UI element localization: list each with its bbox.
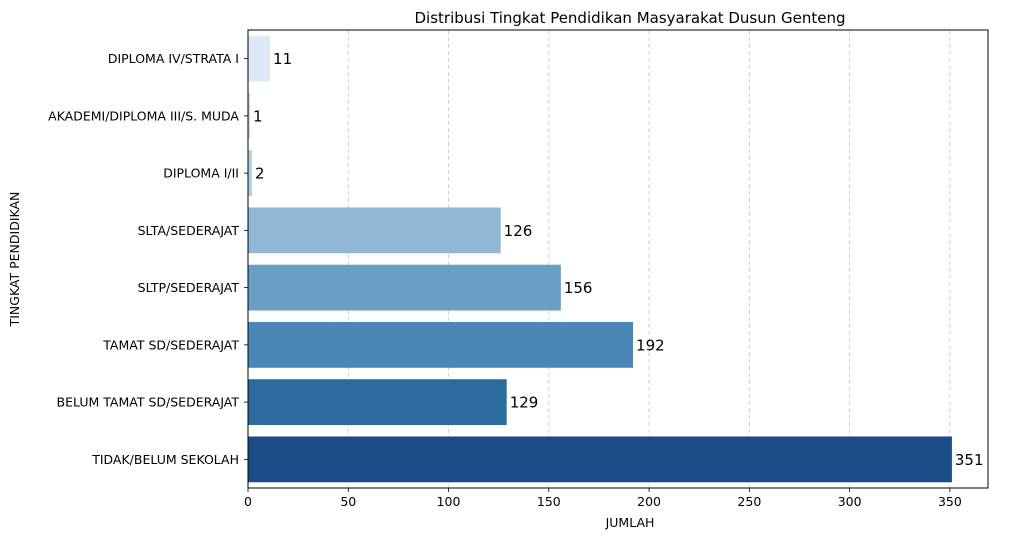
bar bbox=[248, 264, 561, 311]
y-tick-label: TAMAT SD/SEDERAJAT bbox=[102, 337, 239, 352]
y-tick-label: TIDAK/BELUM SEKOLAH bbox=[91, 452, 239, 467]
x-tick-label: 300 bbox=[838, 494, 862, 509]
y-tick-label: SLTP/SEDERAJAT bbox=[138, 280, 240, 295]
y-tick-label: AKADEMI/DIPLOMA III/S. MUDA bbox=[48, 108, 239, 123]
x-tick-label: 50 bbox=[340, 494, 356, 509]
bar bbox=[248, 207, 501, 254]
bar bbox=[248, 321, 634, 368]
bar bbox=[248, 436, 952, 483]
y-tick-label: DIPLOMA IV/STRATA I bbox=[108, 51, 239, 66]
bar-value-label: 351 bbox=[955, 451, 984, 469]
x-tick-labels: 0 50 100 150 200 250 300 350 bbox=[244, 488, 962, 509]
bar-value-label: 1 bbox=[253, 107, 263, 125]
bar bbox=[248, 379, 507, 426]
bar bbox=[248, 35, 271, 82]
x-axis-label: JUMLAH bbox=[605, 515, 655, 530]
bar-value-label: 156 bbox=[564, 279, 593, 297]
y-axis-label: TINGKAT PENDIDIKAN bbox=[7, 192, 22, 328]
bar bbox=[248, 92, 251, 139]
y-tick-labels: DIPLOMA IV/STRATA I AKADEMI/DIPLOMA III/S… bbox=[48, 51, 248, 467]
plot-frame bbox=[247, 29, 989, 489]
y-tick-label: BELUM TAMAT SD/SEDERAJAT bbox=[57, 395, 240, 410]
x-tick-label: 150 bbox=[537, 494, 561, 509]
bar-value-label: 129 bbox=[510, 394, 539, 412]
x-tick-label: 200 bbox=[637, 494, 661, 509]
y-tick-label: DIPLOMA I/II bbox=[163, 166, 239, 181]
bar-value-label: 11 bbox=[273, 50, 292, 68]
bar-value-label: 2 bbox=[255, 165, 265, 183]
bar bbox=[248, 150, 253, 197]
bar-value-label: 192 bbox=[636, 336, 665, 354]
x-tick-label: 350 bbox=[938, 494, 962, 509]
x-tick-label: 100 bbox=[437, 494, 461, 509]
bar-value-label: 126 bbox=[504, 222, 533, 240]
x-tick-label: 250 bbox=[737, 494, 761, 509]
x-tick-label: 0 bbox=[244, 494, 252, 509]
y-tick-label: SLTA/SEDERAJAT bbox=[138, 223, 240, 238]
chart-title: Distribusi Tingkat Pendidikan Masyarakat… bbox=[415, 9, 846, 27]
bars bbox=[248, 35, 952, 483]
